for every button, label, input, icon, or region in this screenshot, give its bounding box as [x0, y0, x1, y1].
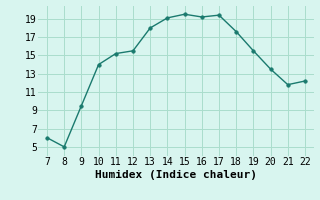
X-axis label: Humidex (Indice chaleur): Humidex (Indice chaleur): [95, 170, 257, 180]
